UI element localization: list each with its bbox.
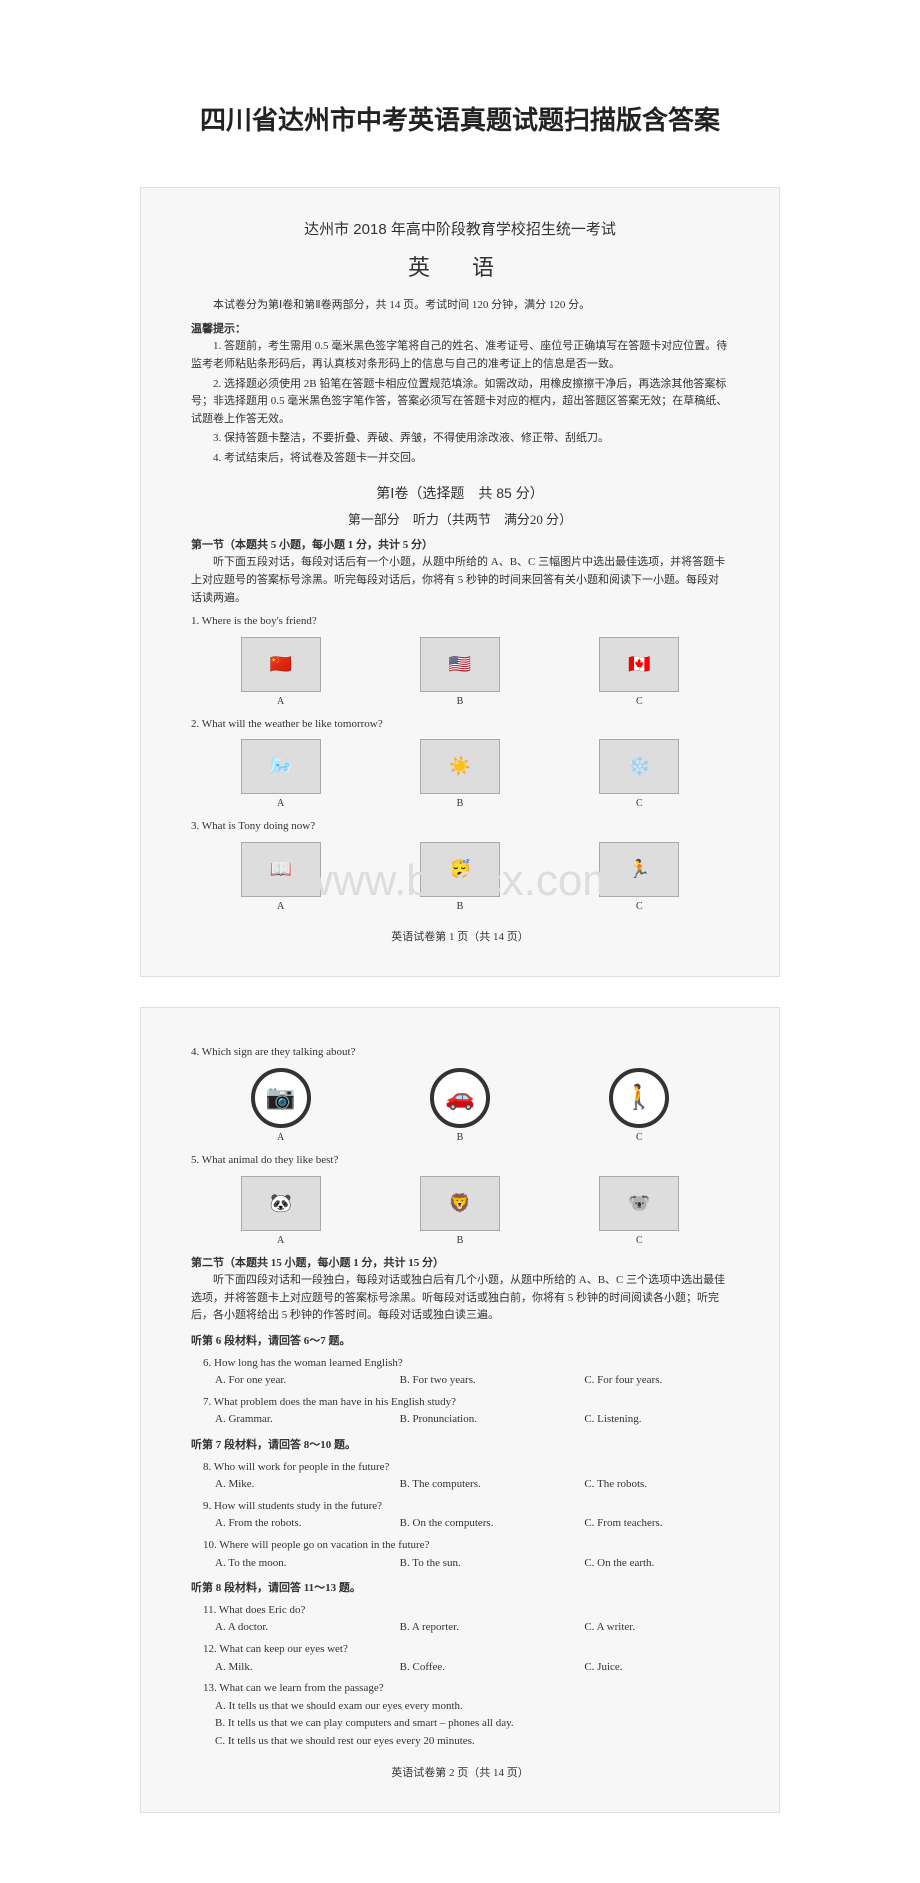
listen6-title: 听第 6 段材料，请回答 6～7 题。 xyxy=(191,1333,729,1351)
q5-images: 🐼 A 🦁 B 🐨 C xyxy=(191,1176,729,1249)
q4-images: 📷 A 🚗 B 🚶 C xyxy=(191,1068,729,1146)
opt-a: A xyxy=(277,1233,284,1249)
q10-c: C. On the earth. xyxy=(584,1555,729,1573)
opt-b: B xyxy=(457,1233,464,1249)
question-10: 10. Where will people go on vacation in … xyxy=(203,1537,729,1555)
q9-a: A. From the robots. xyxy=(215,1515,360,1533)
question-11: 11. What does Eric do? xyxy=(203,1602,729,1620)
activity-reading-icon: 📖 xyxy=(241,842,321,897)
q10-a: A. To the moon. xyxy=(215,1555,360,1573)
animal-lion-icon: 🦁 xyxy=(420,1176,500,1231)
question-13: 13. What can we learn from the passage? xyxy=(203,1680,729,1698)
exam-page-1: 达州市 2018 年高中阶段教育学校招生统一考试 英 语 本试卷分为第Ⅰ卷和第Ⅱ… xyxy=(140,187,780,977)
section1-label: 第一节（本题共 5 小题，每小题 1 分，共计 5 分） xyxy=(191,539,433,551)
sign-no-camera-icon: 📷 xyxy=(251,1068,311,1128)
q12-c: C. Juice. xyxy=(584,1659,729,1677)
question-8: 8. Who will work for people in the futur… xyxy=(203,1459,729,1477)
q11-b: B. A reporter. xyxy=(400,1619,545,1637)
listen7-title: 听第 7 段材料，请回答 8～10 题。 xyxy=(191,1437,729,1455)
q12-a: A. Milk. xyxy=(215,1659,360,1677)
q6-b: B. For two years. xyxy=(400,1372,545,1390)
opt-c: C xyxy=(636,694,643,710)
exam-intro: 本试卷分为第Ⅰ卷和第Ⅱ卷两部分，共 14 页。考试时间 120 分钟，满分 12… xyxy=(191,297,729,315)
question-12: 12. What can keep our eyes wet? xyxy=(203,1641,729,1659)
q9-c: C. From teachers. xyxy=(584,1515,729,1533)
tips-title: 温馨提示： xyxy=(191,321,729,339)
animal-koala-icon: 🐨 xyxy=(599,1176,679,1231)
tip-4: 4. 考试结束后，将试卷及答题卡一并交回。 xyxy=(191,450,729,468)
q7-b: B. Pronunciation. xyxy=(400,1411,545,1429)
listen8-title: 听第 8 段材料，请回答 11～13 题。 xyxy=(191,1580,729,1598)
q6-a: A. For one year. xyxy=(215,1372,360,1390)
weather-snow-icon: ❄️ xyxy=(599,739,679,794)
question-3: 3. What is Tony doing now? xyxy=(191,818,729,836)
opt-b: B xyxy=(457,694,464,710)
q13-a: A. It tells us that we should exam our e… xyxy=(215,1698,729,1716)
activity-sleeping-icon: 😴 xyxy=(420,842,500,897)
weather-sunny-icon: ☀️ xyxy=(420,739,500,794)
q8-b: B. The computers. xyxy=(400,1476,545,1494)
opt-a: A xyxy=(277,899,284,915)
sign-no-walk-icon: 🚶 xyxy=(609,1068,669,1128)
q13-b: B. It tells us that we can play computer… xyxy=(215,1715,729,1733)
q11-c: C. A writer. xyxy=(584,1619,729,1637)
part1-title: 第Ⅰ卷（选择题 共 85 分） xyxy=(191,482,729,504)
q2-images: 🌬️ A ☀️ B ❄️ C xyxy=(191,739,729,812)
section1-desc: 听下面五段对话，每段对话后有一个小题，从题中所给的 A、B、C 三幅图片中选出最… xyxy=(191,554,729,607)
tip-3: 3. 保持答题卡整洁，不要折叠、弄破、弄皱，不得使用涂改液、修正带、刮纸刀。 xyxy=(191,430,729,448)
sub-part-listening: 第一部分 听力（共两节 满分20 分） xyxy=(191,510,729,531)
question-9: 9. How will students study in the future… xyxy=(203,1498,729,1516)
q12-b: B. Coffee. xyxy=(400,1659,545,1677)
opt-b: B xyxy=(457,1130,464,1146)
q1-images: 🇨🇳 A 🇺🇸 B 🇨🇦 C xyxy=(191,637,729,710)
opt-b: B xyxy=(457,796,464,812)
question-7: 7. What problem does the man have in his… xyxy=(203,1394,729,1412)
tip-1: 1. 答题前，考生需用 0.5 毫米黑色签字笔将自己的姓名、准考证号、座位号正确… xyxy=(191,338,729,373)
section2-label: 第二节（本题共 15 小题，每小题 1 分，共计 15 分） xyxy=(191,1257,444,1269)
q7-a: A. Grammar. xyxy=(215,1411,360,1429)
q11-a: A. A doctor. xyxy=(215,1619,360,1637)
sign-no-car-icon: 🚗 xyxy=(430,1068,490,1128)
question-5: 5. What animal do they like best? xyxy=(191,1152,729,1170)
question-1: 1. Where is the boy's friend? xyxy=(191,613,729,631)
opt-c: C xyxy=(636,796,643,812)
activity-running-icon: 🏃 xyxy=(599,842,679,897)
q8-a: A. Mike. xyxy=(215,1476,360,1494)
q3-images: 📖 A 😴 B 🏃 C xyxy=(191,842,729,915)
opt-a: A xyxy=(277,694,284,710)
question-4: 4. Which sign are they talking about? xyxy=(191,1044,729,1062)
question-6: 6. How long has the woman learned Englis… xyxy=(203,1355,729,1373)
flag-usa-icon: 🇺🇸 xyxy=(420,637,500,692)
q6-c: C. For four years. xyxy=(584,1372,729,1390)
subject-title: 英 语 xyxy=(191,250,729,285)
weather-windy-icon: 🌬️ xyxy=(241,739,321,794)
q10-b: B. To the sun. xyxy=(400,1555,545,1573)
q8-c: C. The robots. xyxy=(584,1476,729,1494)
flag-china-icon: 🇨🇳 xyxy=(241,637,321,692)
q7-c: C. Listening. xyxy=(584,1411,729,1429)
opt-a: A xyxy=(277,796,284,812)
page2-footer: 英语试卷第 2 页（共 14 页） xyxy=(191,1765,729,1783)
opt-b: B xyxy=(457,899,464,915)
exam-header: 达州市 2018 年高中阶段教育学校招生统一考试 xyxy=(191,218,729,242)
q13-c: C. It tells us that we should rest our e… xyxy=(215,1733,729,1751)
opt-c: C xyxy=(636,1233,643,1249)
q9-b: B. On the computers. xyxy=(400,1515,545,1533)
tip-2: 2. 选择题必须使用 2B 铅笔在答题卡相应位置规范填涂。如需改动，用橡皮擦擦干… xyxy=(191,376,729,429)
flag-canada-icon: 🇨🇦 xyxy=(599,637,679,692)
section2-desc: 听下面四段对话和一段独白，每段对话或独白后有几个小题，从题中所给的 A、B、C … xyxy=(191,1272,729,1325)
document-title: 四川省达州市中考英语真题试题扫描版含答案 xyxy=(60,100,860,137)
opt-a: A xyxy=(277,1130,284,1146)
opt-c: C xyxy=(636,899,643,915)
page1-footer: 英语试卷第 1 页（共 14 页） xyxy=(191,929,729,947)
opt-c: C xyxy=(636,1130,643,1146)
question-2: 2. What will the weather be like tomorro… xyxy=(191,716,729,734)
exam-page-2: 4. Which sign are they talking about? 📷 A… xyxy=(140,1007,780,1813)
animal-panda-icon: 🐼 xyxy=(241,1176,321,1231)
